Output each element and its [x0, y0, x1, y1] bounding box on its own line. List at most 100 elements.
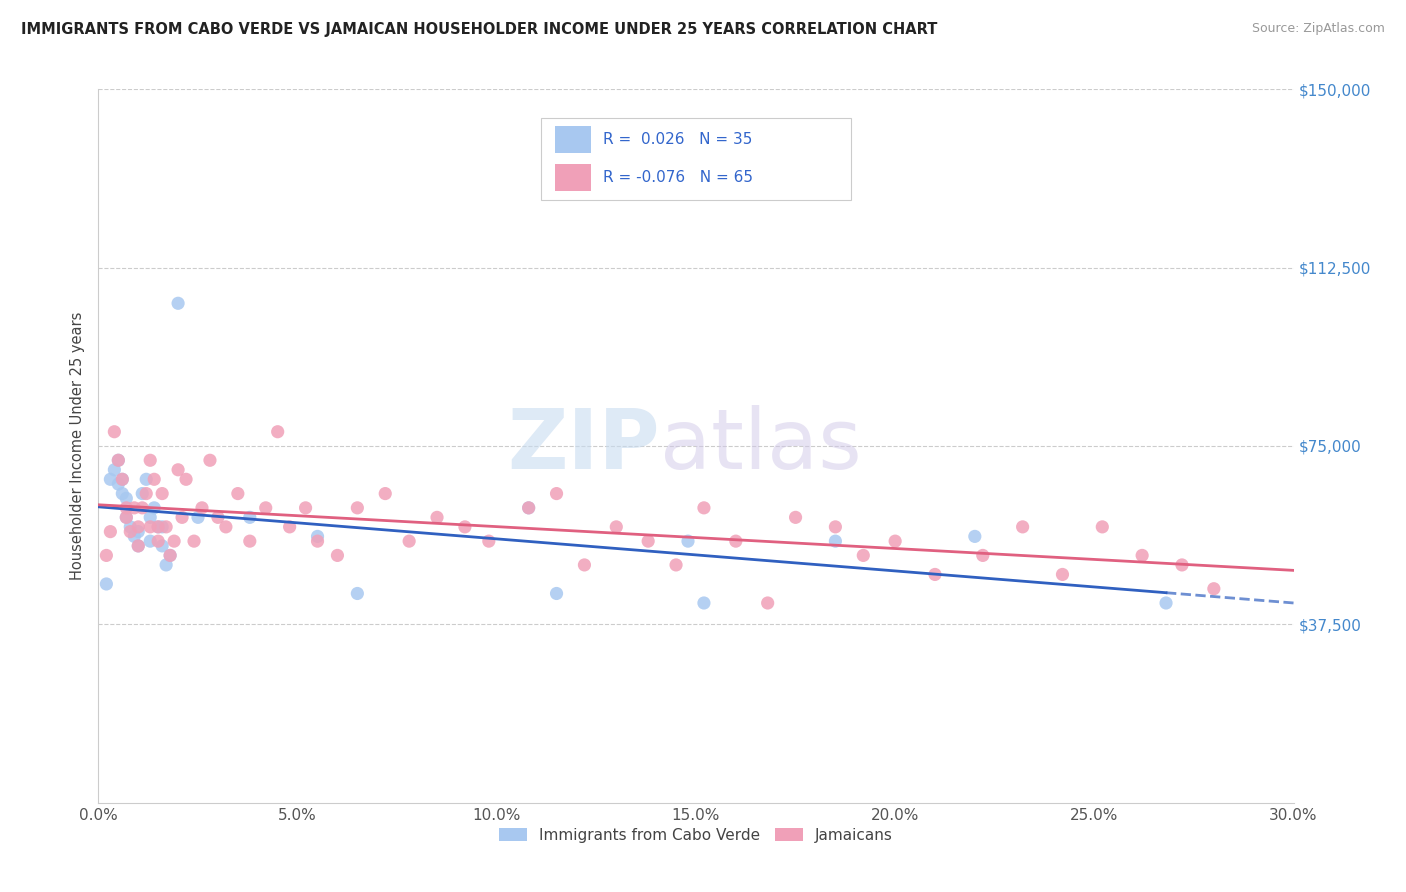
Point	[172, 510, 194, 524]
Point	[96, 577, 118, 591]
Point	[98, 472, 122, 486]
Point	[131, 486, 153, 500]
FancyBboxPatch shape	[555, 127, 591, 153]
Point	[148, 534, 170, 549]
Point	[426, 510, 449, 524]
Point	[111, 472, 134, 486]
Point	[135, 486, 157, 500]
Point	[239, 510, 262, 524]
Point	[198, 453, 221, 467]
Point	[127, 539, 149, 553]
Point	[131, 500, 153, 515]
Point	[127, 520, 149, 534]
Point	[346, 500, 368, 515]
Point	[139, 510, 162, 524]
Point	[637, 534, 659, 549]
Point	[120, 524, 142, 539]
Point	[143, 500, 166, 515]
Point	[756, 596, 779, 610]
Point	[226, 486, 249, 500]
Point	[278, 520, 301, 534]
Point	[574, 558, 596, 572]
Point	[103, 463, 125, 477]
Point	[693, 500, 716, 515]
Point	[824, 520, 846, 534]
Point	[127, 539, 149, 553]
Point	[150, 486, 173, 500]
Point	[111, 472, 134, 486]
Text: Source: ZipAtlas.com: Source: ZipAtlas.com	[1251, 22, 1385, 36]
Point	[115, 510, 138, 524]
Point	[167, 296, 190, 310]
Point	[1091, 520, 1114, 534]
Text: ZIP: ZIP	[508, 406, 661, 486]
Y-axis label: Householder Income Under 25 years: Householder Income Under 25 years	[70, 312, 86, 580]
Point	[517, 500, 540, 515]
Point	[115, 491, 138, 506]
Text: atlas: atlas	[661, 406, 862, 486]
Point	[215, 520, 238, 534]
Point	[239, 534, 262, 549]
Text: IMMIGRANTS FROM CABO VERDE VS JAMAICAN HOUSEHOLDER INCOME UNDER 25 YEARS CORRELA: IMMIGRANTS FROM CABO VERDE VS JAMAICAN H…	[21, 22, 938, 37]
Point	[676, 534, 699, 549]
Point	[143, 472, 166, 486]
Point	[148, 520, 170, 534]
Point	[398, 534, 420, 549]
Point	[139, 520, 162, 534]
Point	[665, 558, 688, 572]
Point	[294, 500, 316, 515]
Point	[159, 549, 181, 563]
Point	[207, 510, 229, 524]
Point	[478, 534, 501, 549]
Point	[254, 500, 277, 515]
Point	[96, 549, 118, 563]
Point	[139, 534, 162, 549]
Point	[724, 534, 747, 549]
Point	[107, 477, 129, 491]
Point	[267, 425, 290, 439]
Point	[98, 524, 122, 539]
Point	[115, 500, 138, 515]
Point	[183, 534, 205, 549]
Point	[120, 520, 142, 534]
Legend: Immigrants from Cabo Verde, Jamaicans: Immigrants from Cabo Verde, Jamaicans	[494, 822, 898, 848]
Point	[884, 534, 907, 549]
Point	[139, 453, 162, 467]
Point	[150, 539, 173, 553]
Point	[150, 520, 173, 534]
Point	[374, 486, 396, 500]
Point	[124, 500, 146, 515]
Point	[693, 596, 716, 610]
Point	[163, 534, 186, 549]
Point	[517, 500, 540, 515]
Point	[852, 549, 875, 563]
Text: R =  0.026   N = 35: R = 0.026 N = 35	[603, 132, 752, 147]
FancyBboxPatch shape	[541, 118, 852, 200]
FancyBboxPatch shape	[555, 164, 591, 191]
Text: R = -0.076   N = 65: R = -0.076 N = 65	[603, 170, 752, 186]
Point	[115, 510, 138, 524]
Point	[135, 472, 157, 486]
Point	[1052, 567, 1074, 582]
Point	[103, 425, 125, 439]
Point	[605, 520, 627, 534]
Point	[546, 486, 568, 500]
Point	[972, 549, 994, 563]
Point	[187, 510, 209, 524]
Point	[454, 520, 477, 534]
Point	[346, 586, 368, 600]
Point	[155, 520, 177, 534]
Point	[127, 524, 149, 539]
Point	[1130, 549, 1153, 563]
Point	[1171, 558, 1194, 572]
Point	[107, 453, 129, 467]
Point	[111, 486, 134, 500]
Point	[167, 463, 190, 477]
Point	[159, 549, 181, 563]
Point	[307, 529, 329, 543]
Point	[924, 567, 946, 582]
Point	[107, 453, 129, 467]
Point	[824, 534, 846, 549]
Point	[124, 529, 146, 543]
Point	[307, 534, 329, 549]
